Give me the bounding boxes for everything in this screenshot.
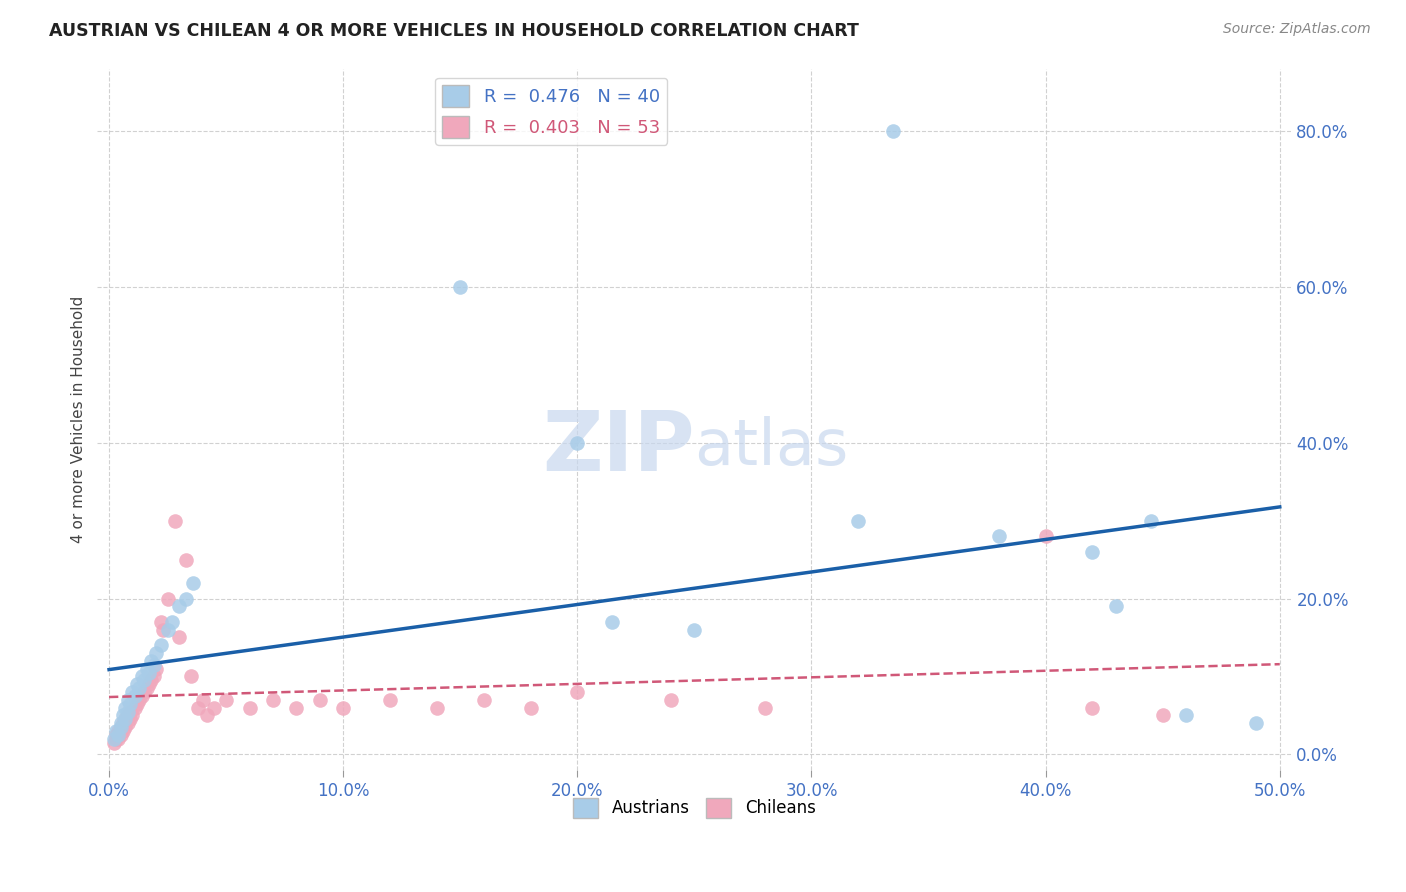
Point: [754, 700, 776, 714]
Point: [180, 669, 202, 683]
Point: [308, 693, 330, 707]
Point: [121, 685, 143, 699]
Point: [332, 700, 354, 714]
Point: [117, 693, 139, 707]
Point: [110, 728, 132, 742]
Point: [602, 615, 624, 629]
Point: [449, 279, 471, 293]
Point: [846, 514, 869, 528]
Point: [1246, 716, 1268, 731]
Point: [107, 728, 129, 742]
Point: [183, 576, 205, 591]
Point: [120, 697, 142, 711]
Point: [131, 689, 153, 703]
Point: [1140, 514, 1163, 528]
Point: [127, 697, 149, 711]
Point: [191, 693, 214, 707]
Point: [176, 552, 198, 566]
Point: [110, 720, 132, 734]
Point: [142, 669, 165, 683]
Point: [141, 654, 163, 668]
Point: [117, 708, 139, 723]
Point: [285, 700, 308, 714]
Point: [120, 712, 142, 726]
Point: [135, 681, 157, 695]
Point: [127, 677, 149, 691]
Text: Source: ZipAtlas.com: Source: ZipAtlas.com: [1223, 22, 1371, 37]
Point: [163, 514, 186, 528]
Point: [169, 631, 191, 645]
Point: [120, 705, 142, 719]
Point: [659, 693, 682, 707]
Point: [882, 124, 904, 138]
Point: [117, 716, 139, 731]
Point: [519, 700, 541, 714]
Point: [149, 615, 172, 629]
Point: [138, 677, 160, 691]
Point: [135, 662, 157, 676]
Point: [114, 700, 136, 714]
Point: [138, 665, 160, 680]
Point: [567, 435, 589, 450]
Point: [124, 700, 146, 714]
Point: [110, 720, 132, 734]
Point: [145, 662, 167, 676]
Point: [141, 673, 163, 688]
Point: [110, 716, 132, 731]
Text: atlas: atlas: [695, 417, 849, 478]
Point: [103, 736, 125, 750]
Point: [156, 591, 179, 606]
Point: [134, 685, 156, 699]
Point: [142, 657, 165, 672]
Point: [426, 700, 449, 714]
Point: [124, 689, 146, 703]
Point: [238, 700, 260, 714]
Point: [1105, 599, 1128, 614]
Point: [105, 731, 128, 746]
Point: [103, 731, 125, 746]
Point: [107, 731, 129, 746]
Y-axis label: 4 or more Vehicles in Household: 4 or more Vehicles in Household: [72, 295, 86, 543]
Point: [149, 638, 172, 652]
Point: [215, 693, 238, 707]
Point: [187, 700, 209, 714]
Point: [131, 669, 153, 683]
Point: [152, 623, 174, 637]
Point: [114, 712, 136, 726]
Point: [204, 700, 226, 714]
Point: [683, 623, 706, 637]
Point: [117, 705, 139, 719]
Point: [145, 646, 167, 660]
Text: ZIP: ZIP: [541, 407, 695, 488]
Point: [472, 693, 495, 707]
Legend: Austrians, Chileans: Austrians, Chileans: [567, 791, 823, 825]
Point: [114, 712, 136, 726]
Point: [128, 681, 150, 695]
Point: [112, 724, 135, 739]
Point: [197, 708, 219, 723]
Point: [1152, 708, 1174, 723]
Point: [105, 724, 128, 739]
Point: [112, 708, 135, 723]
Point: [1035, 529, 1057, 543]
Point: [156, 623, 179, 637]
Point: [987, 529, 1010, 543]
Point: [176, 591, 198, 606]
Point: [1175, 708, 1198, 723]
Point: [107, 724, 129, 739]
Point: [128, 693, 150, 707]
Point: [162, 615, 184, 629]
Point: [1081, 700, 1104, 714]
Point: [567, 685, 589, 699]
Point: [134, 673, 156, 688]
Point: [114, 720, 136, 734]
Point: [262, 693, 284, 707]
Point: [121, 708, 143, 723]
Point: [169, 599, 191, 614]
Point: [112, 716, 135, 731]
Text: AUSTRIAN VS CHILEAN 4 OR MORE VEHICLES IN HOUSEHOLD CORRELATION CHART: AUSTRIAN VS CHILEAN 4 OR MORE VEHICLES I…: [49, 22, 859, 40]
Point: [105, 728, 128, 742]
Point: [1081, 545, 1104, 559]
Point: [378, 693, 401, 707]
